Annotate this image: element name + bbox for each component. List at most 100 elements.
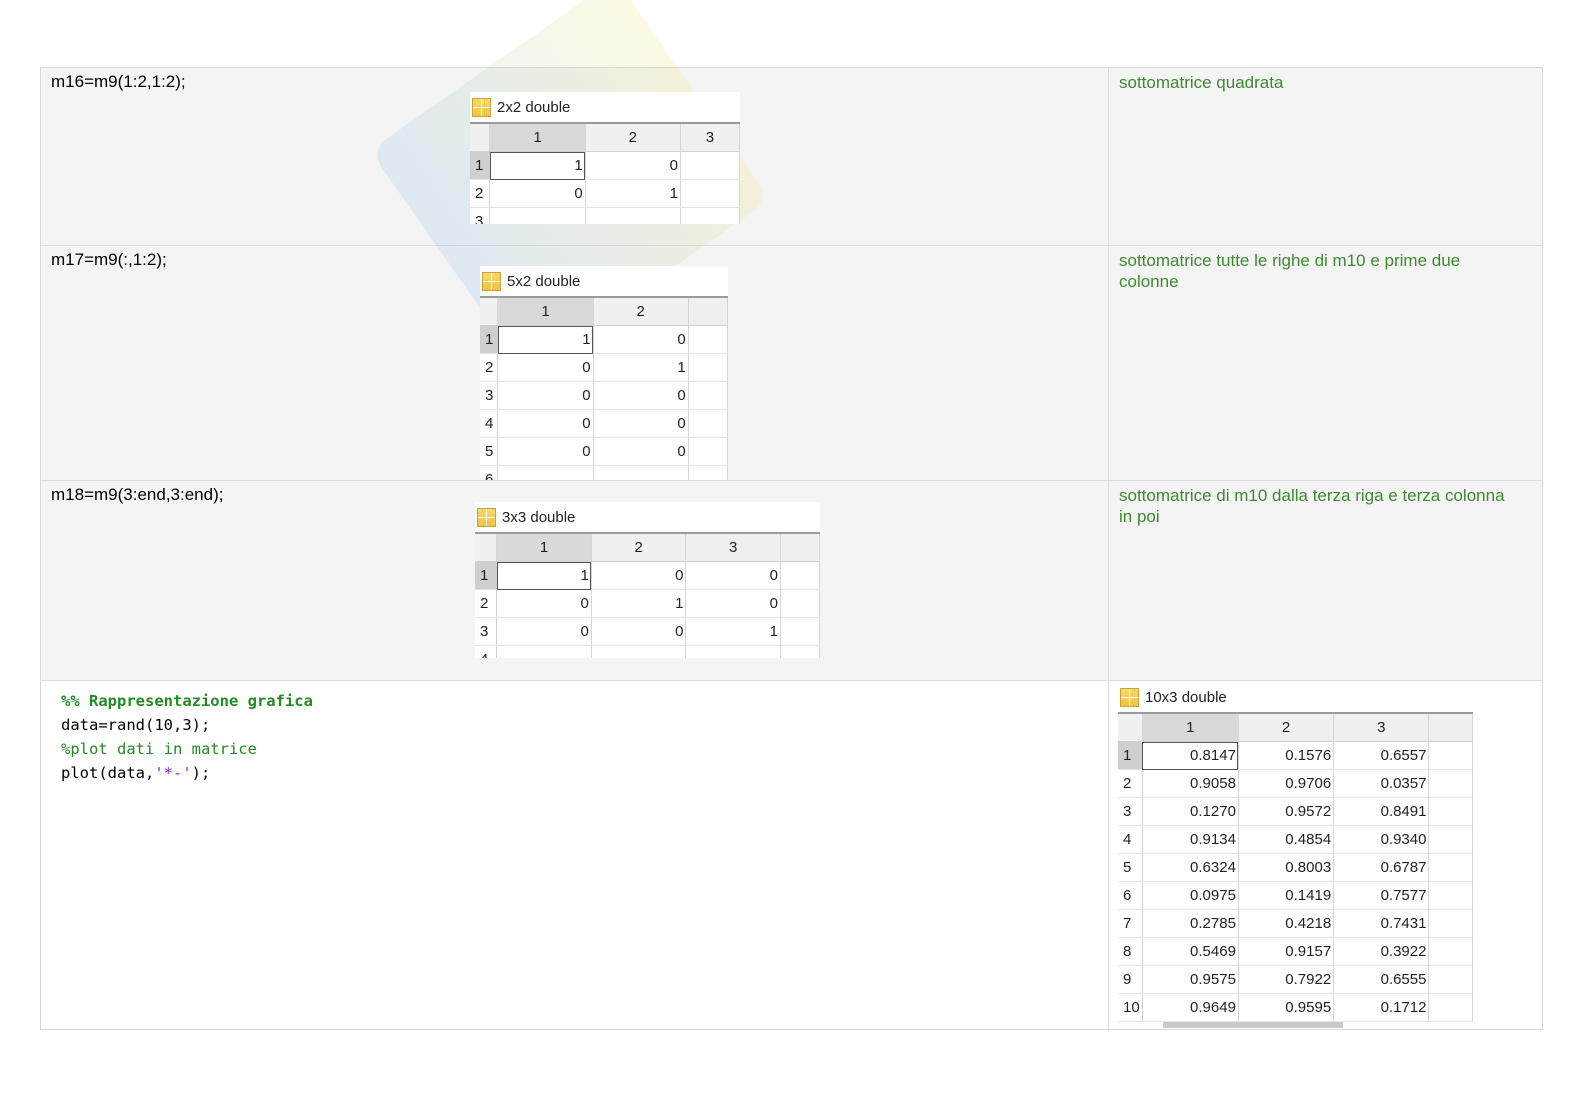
row-header[interactable]: 1 — [475, 561, 498, 590]
matrix-cell[interactable]: 0.1270 — [1142, 797, 1239, 826]
matrix-cell[interactable]: 0 — [593, 437, 689, 466]
matrix-cell[interactable] — [591, 645, 687, 658]
matrix-cell[interactable]: 0 — [497, 381, 594, 410]
matrix-cell[interactable]: 0.6555 — [1333, 965, 1430, 994]
matrix-cell[interactable] — [1428, 937, 1473, 966]
row-header[interactable]: 5 — [1118, 853, 1143, 882]
matrix-cell[interactable] — [780, 645, 820, 658]
matrix-cell[interactable]: 0.6324 — [1142, 853, 1239, 882]
row-header[interactable]: 4 — [480, 409, 499, 438]
matrix-cell[interactable] — [780, 617, 820, 646]
matrix-cell[interactable] — [1428, 881, 1473, 910]
column-header[interactable]: 2 — [591, 534, 687, 562]
column-header[interactable]: 3 — [1333, 714, 1430, 742]
column-header[interactable]: 1 — [497, 298, 594, 326]
matrix-cell[interactable] — [1428, 993, 1473, 1022]
matrix-cell[interactable] — [680, 179, 740, 208]
matrix-cell[interactable]: 0.5469 — [1142, 937, 1239, 966]
row-header[interactable]: 6 — [1118, 881, 1143, 910]
matrix-cell[interactable]: 0.4218 — [1238, 909, 1335, 938]
row-header[interactable]: 10 — [1118, 993, 1143, 1022]
column-header[interactable]: 3 — [680, 124, 740, 152]
matrix-cell[interactable]: 0.2785 — [1142, 909, 1239, 938]
matrix-cell[interactable] — [688, 465, 728, 480]
matrix-cell[interactable] — [593, 465, 689, 480]
matrix-cell[interactable]: 0.7431 — [1333, 909, 1430, 938]
matrix-cell[interactable] — [688, 381, 728, 410]
matrix-cell[interactable]: 0.9575 — [1142, 965, 1239, 994]
row-header[interactable]: 5 — [480, 437, 499, 466]
matrix-cell[interactable]: 0.9706 — [1238, 769, 1335, 798]
matrix-cell[interactable]: 0.1576 — [1238, 741, 1335, 770]
matrix-cell[interactable]: 0.6787 — [1333, 853, 1430, 882]
matrix-cell[interactable] — [1428, 741, 1473, 770]
matrix-cell[interactable] — [688, 437, 728, 466]
column-header[interactable] — [1428, 714, 1473, 742]
matrix-cell[interactable]: 0.9595 — [1238, 993, 1335, 1022]
matrix-cell[interactable] — [688, 353, 728, 382]
matrix-cell[interactable]: 0.9058 — [1142, 769, 1239, 798]
matrix-cell[interactable] — [585, 207, 681, 224]
matrix-cell[interactable]: 0 — [497, 409, 594, 438]
matrix-cell[interactable]: 0.9157 — [1238, 937, 1335, 966]
row-header[interactable]: 3 — [470, 207, 491, 224]
row-header[interactable]: 3 — [480, 381, 499, 410]
row-header[interactable]: 1 — [470, 151, 491, 180]
matrix-cell[interactable]: 0 — [497, 437, 594, 466]
row-header[interactable]: 2 — [470, 179, 491, 208]
matrix-cell[interactable] — [497, 465, 594, 480]
row-header[interactable]: 2 — [475, 589, 498, 618]
matrix-cell[interactable]: 0 — [496, 589, 592, 618]
matrix-cell[interactable] — [489, 207, 586, 224]
column-header[interactable] — [688, 298, 728, 326]
matrix-cell[interactable] — [688, 409, 728, 438]
matrix-cell[interactable]: 1 — [591, 589, 687, 618]
matrix-cell[interactable]: 1 — [497, 325, 594, 354]
matrix-cell[interactable]: 0 — [593, 325, 689, 354]
column-header[interactable]: 2 — [593, 298, 689, 326]
horizontal-scrollbar[interactable] — [1163, 1022, 1343, 1028]
matrix-cell[interactable]: 0 — [489, 179, 586, 208]
matrix-cell[interactable] — [680, 207, 740, 224]
matrix-cell[interactable]: 0.0975 — [1142, 881, 1239, 910]
matrix-cell[interactable]: 0 — [591, 617, 687, 646]
matrix-cell[interactable]: 0.7922 — [1238, 965, 1335, 994]
row-header[interactable]: 2 — [480, 353, 499, 382]
row-header[interactable]: 4 — [475, 645, 498, 658]
row-header[interactable]: 6 — [480, 465, 499, 480]
column-header[interactable]: 2 — [1238, 714, 1335, 742]
row-header[interactable]: 3 — [475, 617, 498, 646]
row-header[interactable]: 4 — [1118, 825, 1143, 854]
matrix-cell[interactable]: 0.7577 — [1333, 881, 1430, 910]
row-header[interactable]: 8 — [1118, 937, 1143, 966]
row-header[interactable]: 3 — [1118, 797, 1143, 826]
matrix-cell[interactable]: 0.9649 — [1142, 993, 1239, 1022]
matrix-cell[interactable]: 0.8147 — [1142, 741, 1239, 770]
matrix-cell[interactable]: 0.8491 — [1333, 797, 1430, 826]
matrix-cell[interactable]: 0 — [497, 353, 594, 382]
column-header[interactable]: 1 — [489, 124, 586, 152]
matrix-cell[interactable] — [1428, 769, 1473, 798]
matrix-cell[interactable]: 0.4854 — [1238, 825, 1335, 854]
matrix-cell[interactable]: 0 — [593, 381, 689, 410]
column-header[interactable]: 2 — [585, 124, 681, 152]
matrix-cell[interactable]: 0.1712 — [1333, 993, 1430, 1022]
matrix-cell[interactable]: 0.1419 — [1238, 881, 1335, 910]
matrix-cell[interactable]: 0 — [685, 561, 781, 590]
matrix-cell[interactable]: 0.9134 — [1142, 825, 1239, 854]
matrix-cell[interactable] — [680, 151, 740, 180]
matrix-cell[interactable]: 1 — [489, 151, 586, 180]
matrix-cell[interactable]: 0 — [591, 561, 687, 590]
matrix-cell[interactable]: 1 — [496, 561, 592, 590]
row-header[interactable]: 1 — [1118, 741, 1143, 770]
column-header[interactable] — [780, 534, 820, 562]
matrix-cell[interactable] — [1428, 965, 1473, 994]
matrix-cell[interactable] — [1428, 825, 1473, 854]
matrix-cell[interactable]: 0.3922 — [1333, 937, 1430, 966]
matrix-cell[interactable]: 0 — [685, 589, 781, 618]
matrix-cell[interactable]: 0 — [496, 617, 592, 646]
matrix-cell[interactable] — [496, 645, 592, 658]
matrix-cell[interactable] — [780, 561, 820, 590]
row-header[interactable]: 2 — [1118, 769, 1143, 798]
matrix-cell[interactable] — [1428, 909, 1473, 938]
